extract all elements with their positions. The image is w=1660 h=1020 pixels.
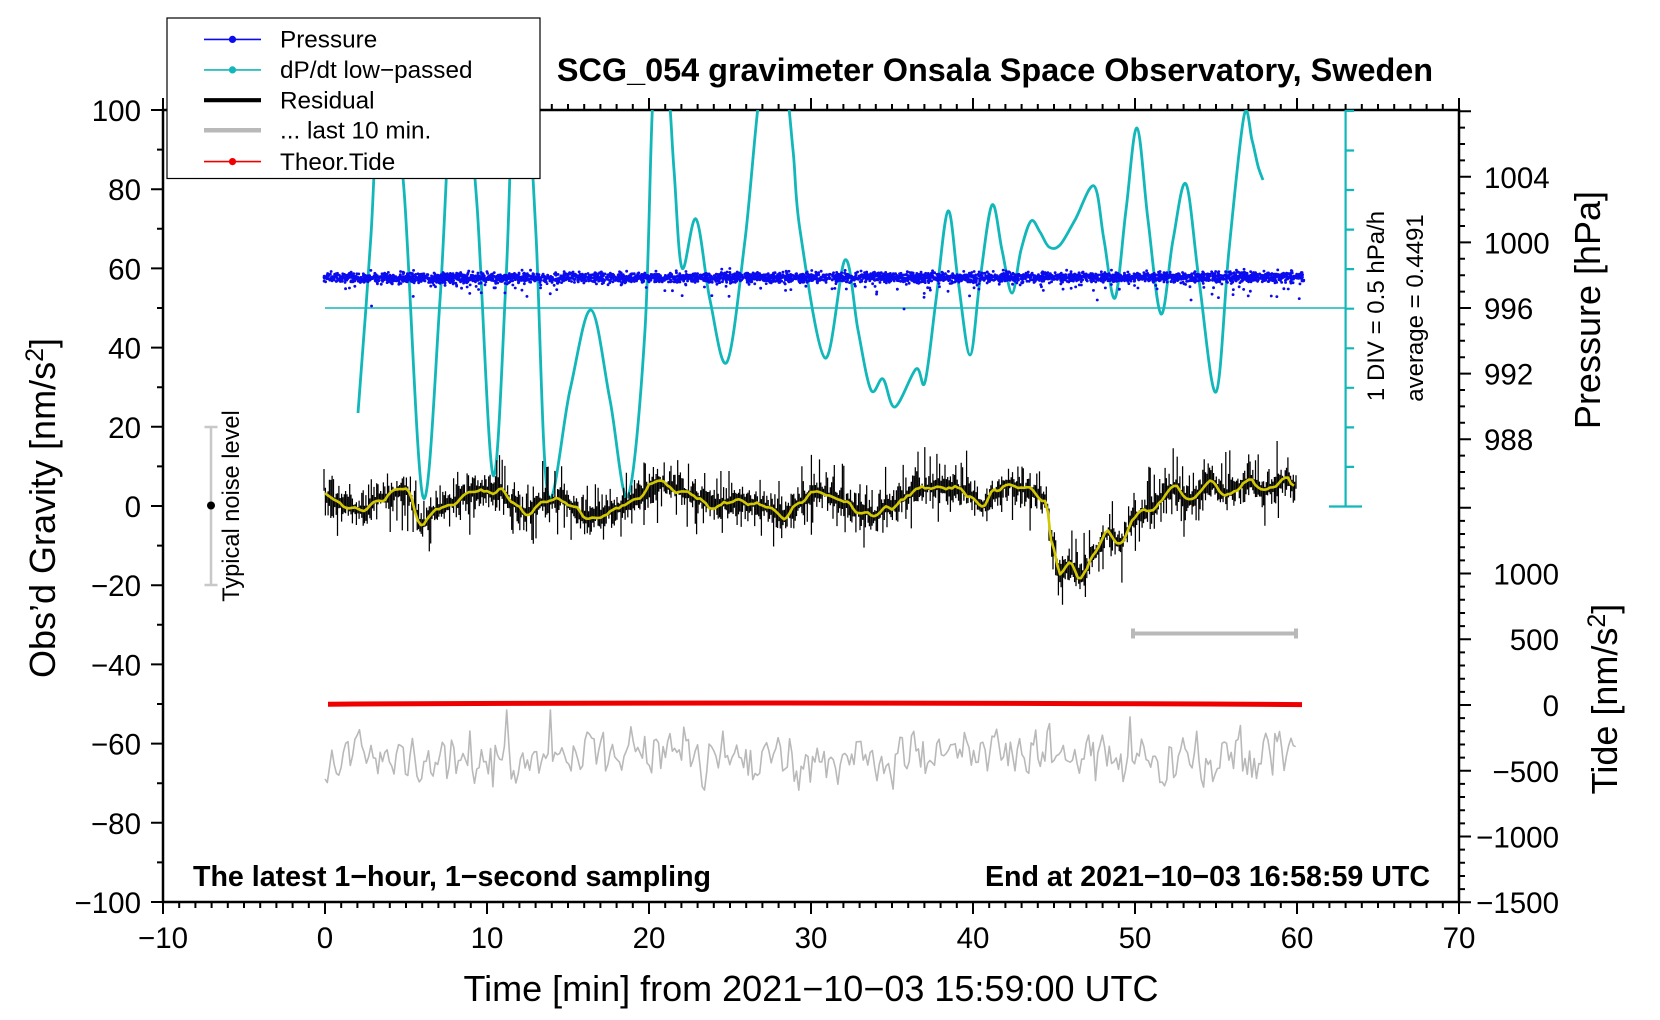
svg-text:Typical noise level: Typical noise level bbox=[219, 410, 245, 601]
svg-text:−40: −40 bbox=[91, 649, 141, 682]
svg-text:1004: 1004 bbox=[1484, 162, 1550, 195]
svg-text:20: 20 bbox=[108, 412, 141, 445]
svg-text:30: 30 bbox=[795, 922, 828, 955]
svg-text:The latest 1−hour, 1−second sa: The latest 1−hour, 1−second sampling bbox=[193, 861, 711, 893]
svg-text:992: 992 bbox=[1484, 359, 1533, 392]
svg-text:80: 80 bbox=[108, 174, 141, 207]
svg-text:60: 60 bbox=[1281, 922, 1314, 955]
svg-text:1 DIV = 0.5 hPa/h: 1 DIV = 0.5 hPa/h bbox=[1363, 211, 1390, 401]
svg-text:−500: −500 bbox=[1493, 756, 1559, 789]
svg-text:500: 500 bbox=[1510, 624, 1559, 657]
svg-text:10: 10 bbox=[471, 922, 504, 955]
svg-text:End at 2021−10−03 16:58:59 UTC: End at 2021−10−03 16:58:59 UTC bbox=[985, 861, 1430, 893]
svg-text:−10: −10 bbox=[138, 922, 188, 955]
svg-text:50: 50 bbox=[1119, 922, 1152, 955]
svg-text:average = 0.4491: average = 0.4491 bbox=[1402, 214, 1429, 402]
svg-text:988: 988 bbox=[1484, 424, 1533, 457]
svg-text:−60: −60 bbox=[91, 729, 141, 762]
svg-text:Tide [nm/s2]: Tide [nm/s2] bbox=[1583, 604, 1625, 795]
svg-text:−1000: −1000 bbox=[1476, 822, 1559, 855]
svg-text:0: 0 bbox=[317, 922, 333, 955]
svg-text:100: 100 bbox=[92, 95, 141, 128]
svg-text:0: 0 bbox=[1543, 690, 1559, 723]
svg-text:... last 10 min.: ... last 10 min. bbox=[280, 118, 431, 145]
svg-text:−80: −80 bbox=[91, 808, 141, 841]
svg-text:−1500: −1500 bbox=[1476, 887, 1559, 920]
svg-text:0: 0 bbox=[125, 491, 141, 524]
svg-text:1000: 1000 bbox=[1493, 559, 1559, 592]
svg-text:Obs’d Gravity [nm/s2]: Obs’d Gravity [nm/s2] bbox=[21, 338, 63, 678]
svg-text:Pressure [hPa]: Pressure [hPa] bbox=[1567, 191, 1608, 429]
svg-text:Theor.Tide: Theor.Tide bbox=[280, 149, 395, 176]
svg-text:40: 40 bbox=[957, 922, 990, 955]
svg-text:20: 20 bbox=[633, 922, 666, 955]
svg-text:SCG_054 gravimeter Onsala Spac: SCG_054 gravimeter Onsala Space Observat… bbox=[557, 52, 1433, 88]
svg-text:−100: −100 bbox=[75, 887, 141, 920]
svg-text:996: 996 bbox=[1484, 293, 1533, 326]
svg-text:−20: −20 bbox=[91, 570, 141, 603]
svg-text:1000: 1000 bbox=[1484, 227, 1550, 260]
svg-text:dP/dt low−passed: dP/dt low−passed bbox=[280, 57, 472, 84]
svg-text:60: 60 bbox=[108, 253, 141, 286]
svg-text:Time [min] from 2021−10−03 15:: Time [min] from 2021−10−03 15:59:00 UTC bbox=[463, 968, 1158, 1009]
svg-text:40: 40 bbox=[108, 333, 141, 366]
svg-text:Residual: Residual bbox=[280, 87, 375, 114]
svg-text:70: 70 bbox=[1443, 922, 1476, 955]
svg-text:Pressure: Pressure bbox=[280, 27, 377, 54]
